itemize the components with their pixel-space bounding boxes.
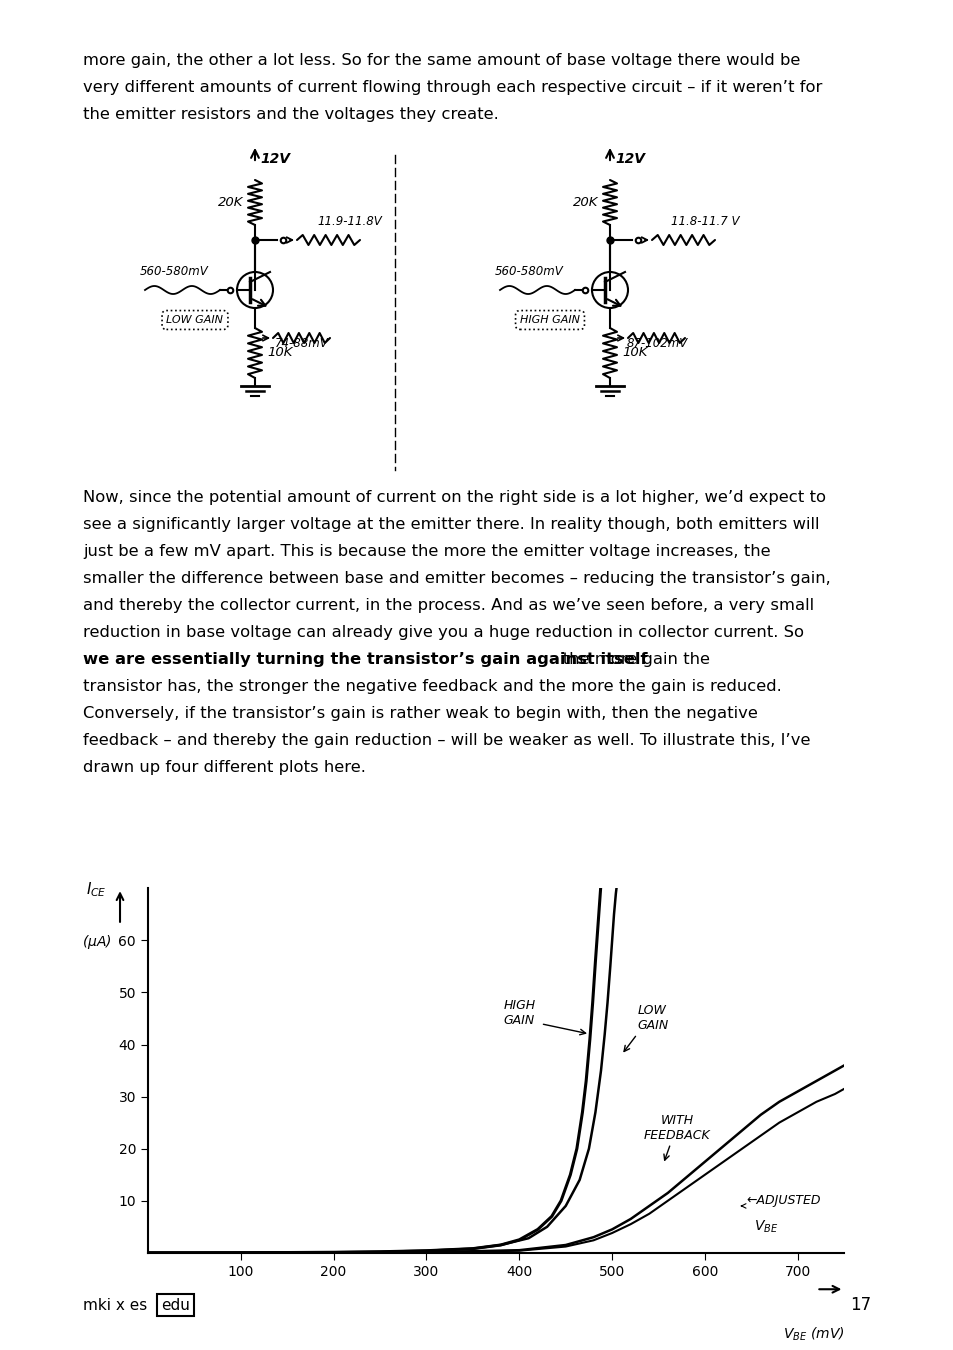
- Text: LOW GAIN: LOW GAIN: [167, 315, 223, 325]
- Text: feedback – and thereby the gain reduction – will be weaker as well. To illustrat: feedback – and thereby the gain reductio…: [83, 733, 810, 748]
- Text: see a significantly larger voltage at the emitter there. In reality though, both: see a significantly larger voltage at th…: [83, 517, 819, 532]
- Text: 560-580mV: 560-580mV: [495, 265, 563, 278]
- Text: $I_{CE}$: $I_{CE}$: [87, 880, 107, 899]
- Text: HIGH
GAIN: HIGH GAIN: [502, 999, 535, 1027]
- Text: 10K: 10K: [621, 347, 647, 359]
- Text: transistor has, the stronger the negative feedback and the more the gain is redu: transistor has, the stronger the negativ…: [83, 679, 781, 694]
- Text: 74-88mV: 74-88mV: [274, 338, 329, 350]
- Text: and thereby the collector current, in the process. And as we’ve seen before, a v: and thereby the collector current, in th…: [83, 598, 813, 613]
- Text: HIGH GAIN: HIGH GAIN: [519, 315, 579, 325]
- Text: Conversely, if the transistor’s gain is rather weak to begin with, then the nega: Conversely, if the transistor’s gain is …: [83, 706, 757, 721]
- Text: $V_{BE}$ (mV): $V_{BE}$ (mV): [782, 1326, 843, 1343]
- Text: ←ADJUSTED: ←ADJUSTED: [746, 1195, 821, 1207]
- Text: 12V: 12V: [615, 153, 644, 166]
- Text: smaller the difference between base and emitter becomes – reducing the transisto: smaller the difference between base and …: [83, 571, 830, 586]
- Text: Now, since the potential amount of current on the right side is a lot higher, we: Now, since the potential amount of curre…: [83, 490, 825, 505]
- Text: 11.9-11.8V: 11.9-11.8V: [317, 215, 382, 228]
- Text: more gain, the other a lot less. So for the same amount of base voltage there wo: more gain, the other a lot less. So for …: [83, 53, 800, 68]
- Text: 20K: 20K: [217, 196, 243, 208]
- Text: LOW
GAIN: LOW GAIN: [637, 1004, 668, 1033]
- Text: we are essentially turning the transistor’s gain against itself: we are essentially turning the transisto…: [83, 652, 647, 667]
- Text: 17: 17: [849, 1296, 870, 1314]
- Text: 560-580mV: 560-580mV: [140, 265, 209, 278]
- Text: 20K: 20K: [572, 196, 598, 208]
- Text: ($\mu$A): ($\mu$A): [82, 933, 112, 950]
- Text: 11.8-11.7 V: 11.8-11.7 V: [670, 215, 739, 228]
- Text: the emitter resistors and the voltages they create.: the emitter resistors and the voltages t…: [83, 107, 498, 122]
- Text: edu: edu: [161, 1297, 190, 1312]
- Text: 87-102mV: 87-102mV: [626, 338, 687, 350]
- Text: $V_{BE}$: $V_{BE}$: [754, 1219, 778, 1235]
- Text: drawn up four different plots here.: drawn up four different plots here.: [83, 760, 366, 775]
- Text: reduction in base voltage can already give you a huge reduction in collector cur: reduction in base voltage can already gi…: [83, 625, 803, 640]
- Text: mki x es: mki x es: [83, 1297, 147, 1312]
- Text: 12V: 12V: [260, 153, 290, 166]
- Text: just be a few mV apart. This is because the more the emitter voltage increases, : just be a few mV apart. This is because …: [83, 544, 770, 559]
- Text: very different amounts of current flowing through each respective circuit – if i: very different amounts of current flowin…: [83, 80, 821, 94]
- Text: – the more gain the: – the more gain the: [543, 652, 709, 667]
- Text: 10K: 10K: [267, 347, 293, 359]
- Text: WITH
FEEDBACK: WITH FEEDBACK: [643, 1114, 710, 1142]
